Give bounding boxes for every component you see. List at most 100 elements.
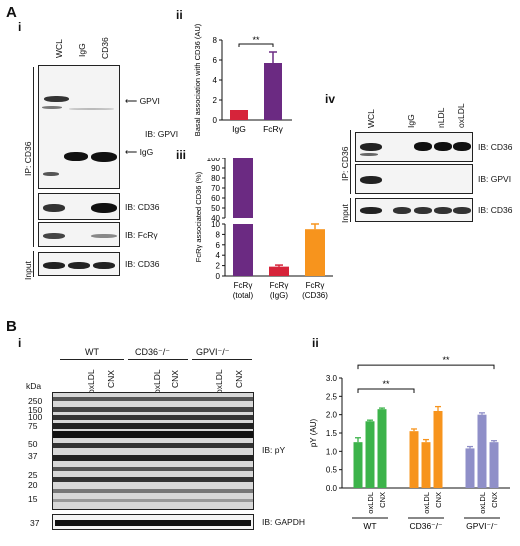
y-tick-label: 0.0 <box>326 484 338 493</box>
input-label-iv: Input <box>340 204 350 223</box>
group-cd36: CD36⁻/⁻ <box>135 347 171 357</box>
bar-GPVI⁻/⁻-0 <box>465 448 475 488</box>
y-axis-label: Basal association with CD36 (AU) <box>193 23 202 136</box>
marker-75: 75 <box>28 421 38 431</box>
marker-15: 15 <box>28 494 38 504</box>
bar-CD36⁻/⁻-0 <box>409 431 419 488</box>
significance-bracket <box>357 388 415 393</box>
lane-gpvi-cnx: CNX <box>234 370 244 388</box>
panel-label-Ai: i <box>18 20 22 34</box>
lane-label-oxldl-iv: oxLDL <box>456 103 466 128</box>
y-axis-label: pY (AU) <box>309 419 318 448</box>
lane-label-wcl: WCL <box>54 39 64 58</box>
bar-label: oxLDL <box>422 492 431 514</box>
group-wt-line <box>60 359 124 360</box>
arrow-gpvi: ⟵ GPVI <box>125 96 160 107</box>
blot-aiv-gpvi <box>355 164 473 194</box>
ib-gpvi-label-iv: IB: GPVI <box>478 174 512 184</box>
panel-label-Aii: ii <box>176 8 183 22</box>
y-tick-label: 4 <box>213 76 218 85</box>
significance-label: ** <box>382 379 390 389</box>
input-bracket-iv <box>350 198 351 222</box>
x-tick-label: FcRγ <box>306 281 325 290</box>
significance-bracket <box>238 43 274 47</box>
y-tick-label: 50 <box>211 204 220 213</box>
x-tick-label: IgG <box>232 124 246 134</box>
blot-ai-cd36-input <box>38 252 120 276</box>
x-tick-label: FcRγ <box>234 281 253 290</box>
y-tick-label: 80 <box>211 174 220 183</box>
y-tick-label: 2.0 <box>326 411 338 420</box>
lane-cd36-oxldl: oxLDL <box>152 369 162 394</box>
kda-label: kDa <box>26 381 42 391</box>
group-wt: WT <box>85 347 99 357</box>
group-cd36-line <box>128 359 188 360</box>
marker-250: 250 <box>28 396 43 406</box>
y-tick-label: 0.5 <box>326 466 338 475</box>
blot-ai-fcr <box>38 222 120 247</box>
y-tick-label: 3.0 <box>326 374 338 383</box>
bar-FcRγ (total) <box>233 224 253 276</box>
chart-aii: 0 2 4 6 8 IgG FcRγ ** Basal association with CD3… <box>193 23 292 136</box>
gapdh-marker: 37 <box>30 518 40 528</box>
bar-CD36⁻/⁻-2 <box>433 411 443 488</box>
arrow-left-icon: ⟵ <box>125 147 138 157</box>
marker-20: 20 <box>28 480 38 490</box>
panel-label-Bi: i <box>18 336 22 350</box>
arrow-igg: ⟵ IgG <box>125 147 153 158</box>
bar-FcRγ (IgG) <box>269 266 289 276</box>
lane-label-cd36: CD36 <box>100 37 110 59</box>
group-label: WT <box>363 521 376 531</box>
ip-bracket <box>33 67 34 247</box>
y-tick-label: 40 <box>211 214 220 223</box>
bar-FcRγ (CD36) <box>305 229 325 276</box>
panel-label-Bii: ii <box>312 336 319 350</box>
bar-WT-0 <box>353 442 363 488</box>
bar-label: oxLDL <box>478 492 487 514</box>
y-tick-label: 8 <box>216 230 221 239</box>
ip-cd36-label: IP: CD36 <box>23 141 33 177</box>
bar-label: CNX <box>378 492 387 508</box>
marker-25: 25 <box>28 470 38 480</box>
bar-CD36⁻/⁻-1 <box>421 442 431 488</box>
y-tick-label: 6 <box>216 241 221 250</box>
x-tick-label: (IgG) <box>270 291 289 300</box>
ib-cd36-input-label-iv: IB: CD36 <box>478 205 513 215</box>
input-bracket <box>33 251 34 277</box>
panel-label-A: A <box>6 4 17 21</box>
bar-GPVI⁻/⁻-2 <box>489 442 499 488</box>
y-tick-label: 1.0 <box>326 447 338 456</box>
chart-aiii: 0246810405060708090100FcRγ(total)FcRγ(Ig… <box>194 158 333 300</box>
blot-ai-gpvi <box>38 65 120 189</box>
blot-bi-gapdh <box>52 514 254 530</box>
y-tick-label: 1.5 <box>326 429 338 438</box>
arrow-gpvi-label: GPVI <box>139 96 160 106</box>
blot-bi-py <box>52 392 254 510</box>
significance-label: ** <box>252 35 260 45</box>
lane-wt-oxldl: oxLDL <box>86 369 96 394</box>
blot-ai-cd36 <box>38 193 120 220</box>
ip-bracket-iv <box>350 130 351 194</box>
y-tick-label: 0 <box>216 272 221 281</box>
lane-label-igg-iv: IgG <box>406 114 416 128</box>
y-tick-label: 100 <box>207 158 221 163</box>
bar-GPVI⁻/⁻-1 <box>477 414 487 488</box>
lane-label-nldl-iv: nLDL <box>436 107 446 128</box>
x-tick-label: FcRγ <box>270 281 289 290</box>
ib-gapdh-label: IB: GAPDH <box>262 517 305 527</box>
lane-cd36-cnx: CNX <box>170 370 180 388</box>
y-tick-label: 2 <box>213 96 218 105</box>
bar-WT-2 <box>377 409 387 488</box>
marker-50: 50 <box>28 439 38 449</box>
y-tick-label: 2.5 <box>326 392 338 401</box>
bar-label: CNX <box>434 492 443 508</box>
ib-cd36-label: IB: CD36 <box>125 202 160 212</box>
ib-py-label: IB: pY <box>262 445 286 455</box>
ib-fcr-label: IB: FcRγ <box>125 230 158 240</box>
lane-wt-cnx: CNX <box>106 370 116 388</box>
group-gpvi-line <box>192 359 252 360</box>
marker-150: 150 <box>28 405 43 415</box>
group-gpvi: GPVI⁻/⁻ <box>196 347 230 357</box>
y-tick-label: 60 <box>211 194 220 203</box>
